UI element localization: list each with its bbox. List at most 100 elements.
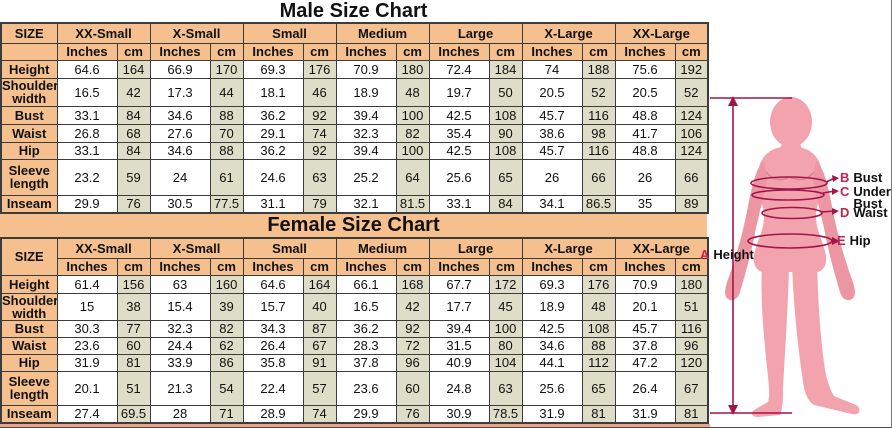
unit-header: cm: [116, 257, 151, 276]
label-under-bust-text: Under Bust: [853, 184, 891, 211]
measurement-cell: 192: [674, 59, 709, 79]
measurement-cell: 29.9: [335, 404, 397, 424]
measurement-cell: 63: [302, 158, 337, 196]
measurement-cell: 44: [209, 77, 244, 107]
measurement-cell: 69.3: [521, 274, 583, 294]
measurement-cell: 40.9: [428, 353, 490, 372]
measurement-cell: 84: [116, 105, 151, 125]
unit-header: Inches: [149, 257, 211, 276]
measurement-cell: 81: [581, 404, 616, 424]
row-label: Height: [0, 274, 58, 294]
bust-arrowhead: [832, 175, 839, 182]
measurement-cell: 168: [395, 274, 430, 294]
measurement-cell: 156: [116, 274, 151, 294]
label-waist: D Waist: [840, 206, 888, 219]
measurement-cell: 63: [488, 370, 523, 406]
measurement-cell: 84: [488, 194, 523, 214]
measurement-cell: 70.9: [614, 274, 676, 294]
unit-header: Inches: [614, 257, 676, 276]
measurement-cell: 20.1: [614, 292, 676, 321]
size-column-header: SIZE: [0, 22, 58, 44]
unit-header: cm: [116, 42, 151, 61]
table-row: Inseam 27.4 69.5 28 71 28.9 74 29.9 76 30.9 78.5 31…: [0, 404, 709, 424]
measurement-cell: 20.5: [521, 77, 583, 107]
measurement-cell: 34.1: [521, 194, 583, 214]
measurement-cell: 76: [395, 404, 430, 424]
measurement-cell: 48: [581, 292, 616, 321]
measurement-cell: 15.7: [242, 292, 304, 321]
bust-ellipse: [750, 176, 828, 190]
measurement-cell: 23.6: [56, 336, 118, 355]
label-hip: E Hip: [837, 234, 871, 247]
measurement-cell: 40: [302, 292, 337, 321]
measurement-cell: 50: [488, 77, 523, 107]
measurement-cell: 26: [614, 158, 676, 196]
size-header: X-Large: [521, 237, 616, 259]
measurement-cell: 35.4: [428, 123, 490, 143]
measurement-cell: 29.1: [242, 123, 304, 143]
measurement-cell: 112: [581, 353, 616, 372]
measurement-cell: 100: [395, 141, 430, 160]
arrowheads: [728, 96, 840, 415]
measurement-cell: 176: [581, 274, 616, 294]
measurement-cell: 68: [116, 123, 151, 143]
measurement-cell: 80: [488, 336, 523, 355]
measurement-cell: 70.9: [335, 59, 397, 79]
measurement-cell: 23.2: [56, 158, 118, 196]
measurement-cell: 36.2: [242, 105, 304, 125]
measurement-cell: 81: [116, 353, 151, 372]
unit-header: Inches: [614, 42, 676, 61]
label-height-text: Height: [713, 247, 754, 262]
height-arrow-up: [728, 96, 738, 106]
measurement-cell: 30.3: [56, 319, 118, 338]
measurement-cell: 120: [674, 353, 709, 372]
measurement-cell: 17.7: [428, 292, 490, 321]
label-bust-text: Bust: [853, 170, 883, 185]
measurement-cell: 29.9: [56, 194, 118, 214]
measurement-cell: 45: [488, 292, 523, 321]
table-row: Waist 26.8 68 27.6 70 29.1 74 32.3 82 35.4 90 38.6 9…: [0, 123, 709, 143]
measurement-cell: 44.1: [521, 353, 583, 372]
size-column-header: SIZE: [0, 237, 58, 276]
measurement-cell: 32.1: [335, 194, 397, 214]
measurement-cell: 108: [488, 105, 523, 125]
row-label: Inseam: [0, 404, 58, 424]
measurement-cell: 77: [116, 319, 151, 338]
measurement-cell: 88: [581, 336, 616, 355]
measurement-cell: 116: [581, 105, 616, 125]
measurement-cell: 71: [209, 404, 244, 424]
measurement-cell: 184: [488, 59, 523, 79]
measurement-cell: 26.4: [242, 336, 304, 355]
unit-header: cm: [488, 42, 523, 61]
measurement-cell: 72: [395, 336, 430, 355]
row-label: Inseam: [0, 194, 58, 214]
unit-header: cm: [302, 257, 337, 276]
measurement-cell: 38.6: [521, 123, 583, 143]
unit-header: Inches: [335, 42, 397, 61]
size-header: Medium: [335, 22, 430, 44]
measurement-cell: 92: [302, 105, 337, 125]
measurement-cell: 48: [395, 77, 430, 107]
measurement-cell: 42.5: [428, 141, 490, 160]
measurement-cell: 37.8: [335, 353, 397, 372]
unit-header: Inches: [521, 42, 583, 61]
size-header: XX-Large: [614, 237, 709, 259]
table-row: Sleeve length 23.2 59 24 61 24.6 63 25.2 64 25.6 6…: [0, 158, 709, 196]
measurement-cell: 16.5: [335, 292, 397, 321]
measurement-cell: 42.5: [521, 319, 583, 338]
measurement-cell: 72.4: [428, 59, 490, 79]
measurement-cell: 160: [209, 274, 244, 294]
measurement-cell: 67: [302, 336, 337, 355]
row-label: Hip: [0, 141, 58, 160]
measurement-cell: 164: [116, 59, 151, 79]
measurement-cell: 26.4: [614, 370, 676, 406]
size-header: XX-Small: [56, 22, 151, 44]
measurement-cell: 86: [209, 353, 244, 372]
measurement-cell: 86.5: [581, 194, 616, 214]
bottom-strip: [0, 424, 710, 427]
measurement-cell: 77.5: [209, 194, 244, 214]
bust-contour-lines: [765, 171, 815, 181]
size-header: Large: [428, 22, 523, 44]
measurement-cell: 61.4: [56, 274, 118, 294]
